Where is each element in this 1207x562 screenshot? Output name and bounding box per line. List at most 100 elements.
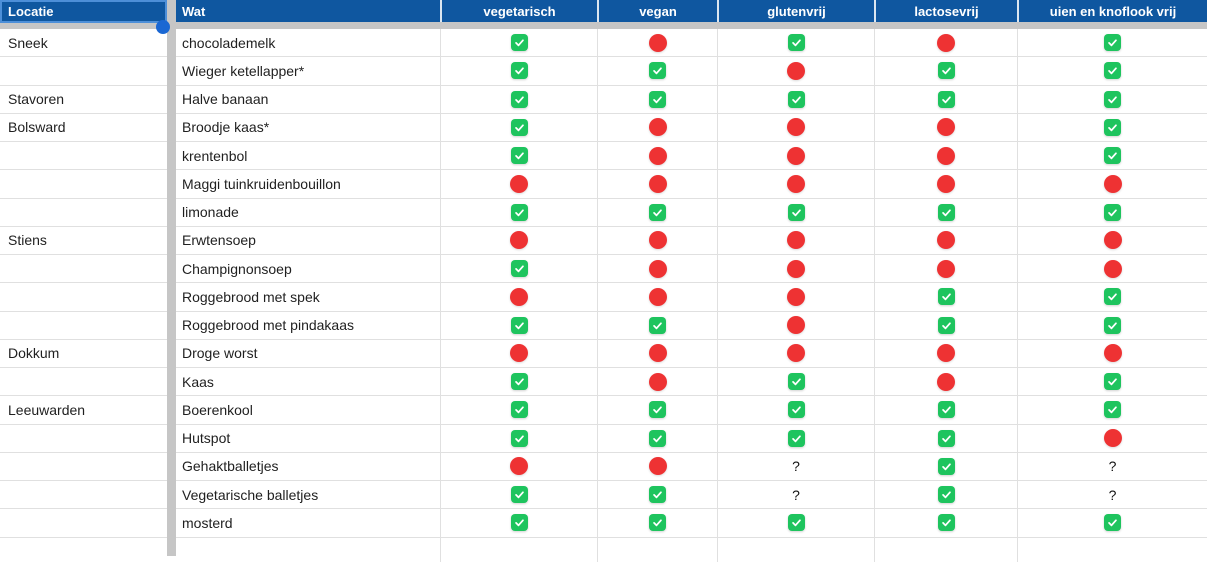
cell-uien-en-knoflook-vrij[interactable] [1017,509,1207,538]
cell-glutenvrij[interactable] [717,226,874,255]
cell-vegan[interactable] [597,368,717,397]
cell-wat[interactable]: Kaas [167,368,440,397]
cell-glutenvrij[interactable] [717,85,874,114]
cell-glutenvrij[interactable] [717,396,874,425]
cell-locatie[interactable]: Sneek [0,29,167,58]
cell-lactosevrij[interactable] [874,57,1017,86]
cell-locatie[interactable] [0,170,167,199]
cell-uien-en-knoflook-vrij[interactable] [1017,396,1207,425]
cell-vegetarisch[interactable] [440,452,597,481]
cell-vegetarisch[interactable] [440,537,597,562]
cell-vegetarisch[interactable] [440,113,597,142]
cell-locatie[interactable]: Stavoren [0,86,167,114]
cell-uien-en-knoflook-vrij[interactable] [1017,255,1207,284]
cell-vegetarisch[interactable] [440,424,597,453]
header-cell-vegan[interactable]: vegan [597,0,717,22]
cell-vegetarisch[interactable] [440,339,597,368]
cell-lactosevrij[interactable] [874,452,1017,481]
header-cell-vegetarisch[interactable]: vegetarisch [440,0,597,22]
cell-vegan[interactable] [597,396,717,425]
cell-glutenvrij[interactable] [717,170,874,199]
cell-glutenvrij[interactable] [717,537,874,562]
cell-uien-en-knoflook-vrij[interactable]: ? [1017,481,1207,510]
frozen-column-divider[interactable] [167,0,176,556]
cell-wat[interactable]: Roggebrood met pindakaas [167,312,440,340]
cell-vegan[interactable] [597,113,717,142]
cell-uien-en-knoflook-vrij[interactable] [1017,368,1207,397]
cell-vegan[interactable] [597,85,717,114]
cell-vegetarisch[interactable] [440,283,597,312]
cell-lactosevrij[interactable] [874,311,1017,340]
cell-locatie[interactable] [0,142,167,171]
cell-glutenvrij[interactable] [717,57,874,86]
cell-wat[interactable]: Champignonsoep [167,255,440,284]
cell-vegetarisch[interactable] [440,481,597,510]
cell-lactosevrij[interactable] [874,509,1017,538]
cell-locatie[interactable] [0,283,167,312]
cell-locatie[interactable]: Stiens [0,227,167,255]
cell-wat[interactable]: Maggi tuinkruidenbouillon [167,170,440,199]
cell-vegan[interactable] [597,311,717,340]
cell-uien-en-knoflook-vrij[interactable] [1017,339,1207,368]
cell-wat[interactable]: krentenbol [167,142,440,171]
cell-locatie[interactable]: Leeuwarden [0,396,167,425]
cell-glutenvrij[interactable] [717,368,874,397]
cell-uien-en-knoflook-vrij[interactable] [1017,283,1207,312]
cell-glutenvrij[interactable]: ? [717,481,874,510]
cell-glutenvrij[interactable] [717,509,874,538]
cell-wat[interactable]: Vegetarische balletjes [167,481,440,510]
cell-vegan[interactable] [597,283,717,312]
cell-vegetarisch[interactable] [440,368,597,397]
cell-locatie[interactable] [0,509,167,538]
cell-vegetarisch[interactable] [440,29,597,58]
cell-glutenvrij[interactable] [717,255,874,284]
cell-lactosevrij[interactable] [874,29,1017,58]
cell-wat[interactable]: chocolademelk [167,29,440,58]
header-cell-locatie[interactable]: Locatie [0,0,167,22]
cell-lactosevrij[interactable] [874,255,1017,284]
cell-glutenvrij[interactable] [717,113,874,142]
cell-vegan[interactable] [597,29,717,58]
cell-uien-en-knoflook-vrij[interactable] [1017,29,1207,58]
cell-uien-en-knoflook-vrij[interactable] [1017,226,1207,255]
cell-wat[interactable]: Gehaktballetjes [167,453,440,481]
cell-wat[interactable]: Wieger ketellapper* [167,57,440,86]
cell-wat[interactable]: Droge worst [167,340,440,368]
cell-locatie[interactable] [0,453,167,481]
cell-vegetarisch[interactable] [440,142,597,171]
cell-vegan[interactable] [597,226,717,255]
cell-vegetarisch[interactable] [440,198,597,227]
cell-vegetarisch[interactable] [440,311,597,340]
cell-glutenvrij[interactable] [717,142,874,171]
cell-uien-en-knoflook-vrij[interactable] [1017,537,1207,562]
cell-lactosevrij[interactable] [874,396,1017,425]
cell-uien-en-knoflook-vrij[interactable] [1017,424,1207,453]
cell-lactosevrij[interactable] [874,537,1017,562]
cell-lactosevrij[interactable] [874,198,1017,227]
cell-locatie[interactable] [0,312,167,340]
cell-lactosevrij[interactable] [874,339,1017,368]
cell-glutenvrij[interactable] [717,198,874,227]
cell-locatie[interactable] [0,57,167,86]
cell-locatie[interactable] [0,199,167,227]
cell-vegan[interactable] [597,255,717,284]
cell-locatie[interactable] [0,425,167,453]
cell-locatie[interactable]: Bolsward [0,114,167,142]
cell-vegetarisch[interactable] [440,57,597,86]
cell-wat[interactable]: Halve banaan [167,86,440,114]
cell-vegan[interactable] [597,452,717,481]
cell-lactosevrij[interactable] [874,113,1017,142]
cell-vegetarisch[interactable] [440,509,597,538]
cell-lactosevrij[interactable] [874,226,1017,255]
cell-locatie[interactable] [0,368,167,397]
cell-vegan[interactable] [597,509,717,538]
cell-uien-en-knoflook-vrij[interactable] [1017,198,1207,227]
cell-locatie[interactable] [0,538,167,562]
cell-vegan[interactable] [597,339,717,368]
cell-vegan[interactable] [597,481,717,510]
cell-wat[interactable]: mosterd [167,509,440,538]
cell-lactosevrij[interactable] [874,170,1017,199]
cell-uien-en-knoflook-vrij[interactable]: ? [1017,452,1207,481]
header-cell-wat[interactable]: Wat [167,0,440,22]
cell-glutenvrij[interactable] [717,339,874,368]
